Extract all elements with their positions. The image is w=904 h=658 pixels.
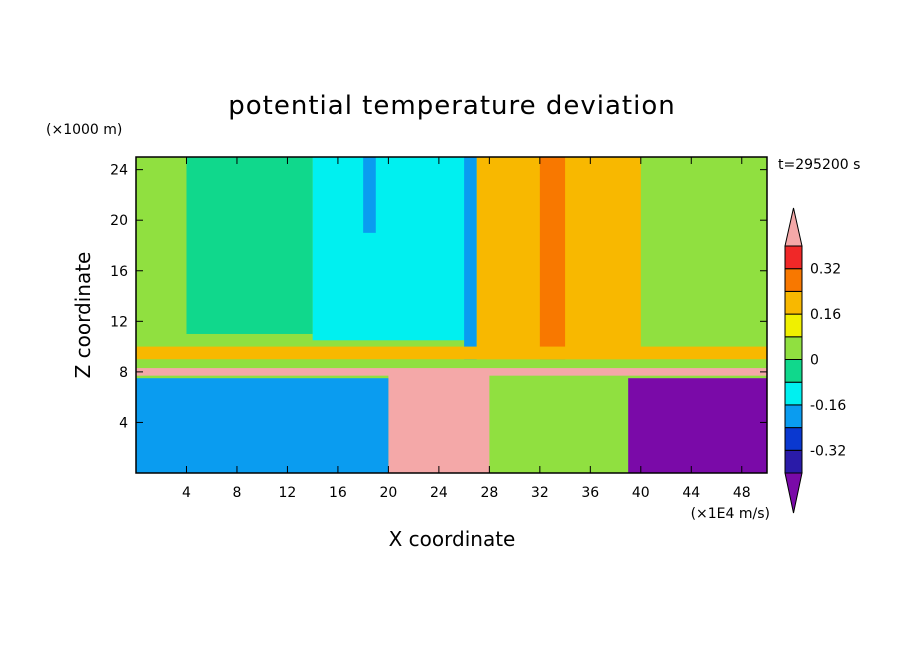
colorbar-tick-label: 0 [810,353,819,369]
chart-title: potential temperature deviation [228,91,675,121]
colorbar-tick-label: -0.32 [810,443,846,459]
y-tick-label: 16 [110,264,128,280]
field-patch-6 [539,157,566,360]
x-tick-label: 24 [430,485,448,501]
field-patch-10 [628,378,767,473]
y-axis: 4 8 12 16 20 24 [110,163,767,431]
x-tick-label: 20 [379,485,397,501]
colorbar-segment [784,313,803,338]
y-tick-label: 8 [119,365,128,381]
colorbar-segment [784,290,803,315]
colorbar-segment [784,427,803,451]
field-patch-2 [312,157,477,341]
field-patch-9 [388,371,490,473]
x-tick-label: 12 [279,485,297,501]
colorbar-segment [784,449,803,474]
y-tick-label: 12 [110,314,128,330]
field-patch-11 [136,378,389,473]
plot-area [136,157,767,473]
time-label: t=295200 s [778,157,860,173]
field-patch-4 [464,157,477,360]
colorbar-extend-bottom [784,472,803,514]
x-tick-label: 28 [480,485,498,501]
y-tick-label: 24 [110,163,128,179]
colorbar-segment [784,336,803,360]
colorbar-segment [784,404,803,429]
x-tick-label: 32 [531,485,549,501]
x-tick-label: 8 [232,485,241,501]
plot-frame [135,156,768,474]
y-unit-label: (×1000 m) [46,122,122,138]
x-tick-label: 40 [632,485,650,501]
colorbar-segment [784,245,803,270]
colorbar-segment [784,381,803,406]
colorbar-segment [784,268,803,292]
x-axis: 4 8 12 16 20 24 28 32 36 40 44 48 [182,157,751,501]
x-axis-label: X coordinate [389,527,516,551]
y-tick-label: 4 [119,415,128,431]
x-tick-label: 36 [581,485,599,501]
colorbar-segment [784,359,803,383]
field-patch-1 [186,157,313,334]
x-tick-label: 16 [329,485,347,501]
x-tick-label: 4 [182,485,191,501]
x-tick-label: 48 [733,485,751,501]
x-tick-label: 44 [682,485,700,501]
colorbar-tick-label: 0.32 [810,262,841,278]
colorbar-tick-label: 0.16 [810,307,841,323]
colorbar-tick-label: -0.16 [810,398,846,414]
y-tick-label: 20 [110,213,128,229]
colorbar-extend-top [784,207,803,247]
colorbar: -0.32 -0.16 0 0.16 0.32 [784,207,846,514]
x-unit-label: (×1E4 m/s) [691,506,770,522]
y-axis-label: Z coordinate [71,252,95,379]
field-patch-7 [136,346,767,360]
field-patch-3 [363,157,376,233]
